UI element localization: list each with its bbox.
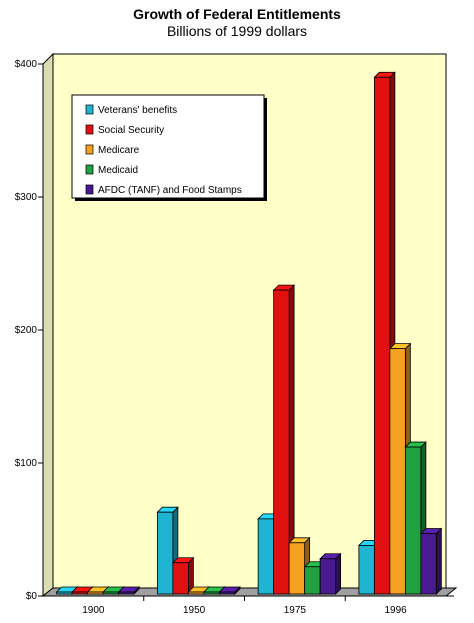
- y-tick-label: $100: [15, 458, 38, 469]
- x-axis: 1900 1950 1975 1996: [82, 596, 407, 616]
- bar-1996-4: [419, 527, 443, 595]
- legend-swatch: [85, 144, 94, 155]
- y-tick-label: $400: [15, 59, 38, 70]
- y-axis: $0 $100 $200 $300 $400: [15, 59, 43, 602]
- legend-label: Veterans' benefits: [98, 105, 177, 116]
- legend-box: [71, 94, 265, 199]
- legend-swatch: [85, 164, 94, 175]
- bar-1900-4: [117, 586, 141, 595]
- legend-swatch: [85, 104, 94, 115]
- legend-swatch: [85, 124, 94, 135]
- legend-label: Social Security: [98, 125, 164, 136]
- side-wall: [42, 52, 54, 598]
- chart-subtitle: Billions of 1999 dollars: [166, 23, 308, 39]
- y-tick-label: $200: [15, 325, 38, 336]
- legend-label: Medicaid: [98, 165, 138, 176]
- bar-1975-4: [319, 552, 342, 595]
- x-tick-label: 1900: [82, 605, 105, 616]
- y-tick-label: $300: [15, 192, 38, 203]
- legend: Veterans' benefits Social Security Medicar…: [71, 94, 267, 201]
- x-tick-label: 1975: [284, 605, 307, 616]
- x-tick-label: 1950: [183, 605, 206, 616]
- bars: [55, 71, 443, 595]
- x-tick-label: 1996: [385, 605, 408, 616]
- chart-title: Growth of Federal Entitlements: [133, 6, 341, 22]
- bar-1950-4: [218, 586, 241, 595]
- legend-label: Medicare: [98, 145, 140, 156]
- legend-label: AFDC (TANF) and Food Stamps: [98, 185, 242, 196]
- legend-swatch: [85, 184, 94, 195]
- y-tick-label: $0: [26, 591, 38, 602]
- bar-1950-1: [171, 556, 195, 595]
